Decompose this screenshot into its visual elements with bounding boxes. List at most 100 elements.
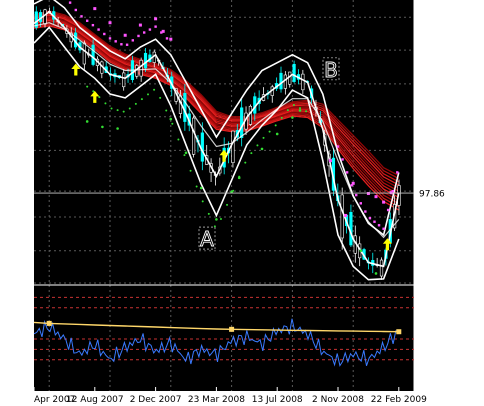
osc-tick-label: 40: [421, 346, 433, 356]
stop-low-dot: [374, 272, 378, 275]
stop-low-dot: [291, 116, 294, 119]
trail-high-dot: [396, 171, 399, 174]
osc-tick-label: 30: [421, 356, 433, 366]
trail-high-dot: [97, 28, 100, 31]
trail-high-dot: [364, 210, 367, 213]
osc-tick-label: 0: [421, 388, 427, 398]
stop-low-dot: [169, 117, 173, 121]
trail-high-dot: [336, 145, 340, 148]
trail-high-dot: [350, 184, 353, 187]
osc-tick-label: 80: [421, 304, 433, 314]
trail-high-dot: [91, 23, 95, 27]
price-axis: 120.30116.10111.80107.60103.3098.1094.80…: [34, 14, 453, 290]
candle-body: [340, 194, 344, 239]
stop-high-dot: [154, 17, 158, 21]
stop-low-dot: [275, 132, 279, 136]
trail-high-dot: [143, 31, 146, 34]
trail-dot: [286, 109, 289, 112]
trail-dot: [244, 161, 247, 164]
trail-dot: [201, 200, 204, 203]
price-tick-label: 94.80: [421, 214, 447, 224]
time-tick-label: 13 Jul 2008: [252, 395, 303, 405]
trail-dot: [305, 110, 308, 113]
trail-dot: [226, 203, 229, 206]
candle-body: [283, 74, 287, 89]
trail-dot: [171, 122, 174, 125]
candle-body: [231, 130, 235, 163]
stop-low-dot: [184, 151, 188, 155]
candle-body: [139, 59, 143, 77]
price-tick-label: 86.38: [421, 280, 447, 290]
annotation-box: [198, 226, 216, 250]
envelope-lines: [33, 0, 400, 281]
time-tick-label: 2 Dec 2007: [130, 395, 182, 405]
candle-body: [183, 92, 187, 122]
trail-high-dot: [341, 158, 344, 161]
trail-high-dot: [108, 37, 112, 40]
middle-band-line: [33, 10, 400, 268]
trail-dot: [122, 110, 125, 113]
trail-dot: [268, 130, 271, 133]
trail-dot: [183, 154, 186, 157]
stop-high-dot: [108, 21, 112, 25]
stop-high-dot: [366, 192, 370, 196]
trail-high-dot: [355, 193, 358, 197]
white-margin-right: [456, 0, 484, 406]
price-tick-label: 90.50: [421, 247, 447, 257]
stop-low-dot: [260, 147, 264, 151]
annotations: AB: [198, 57, 340, 252]
price-tick-label: 116.10: [421, 47, 453, 57]
trail-dot: [274, 124, 277, 127]
trail-dot: [262, 136, 265, 139]
stop-high-dot: [161, 29, 165, 33]
buy-arrow-icon: [382, 238, 392, 251]
trail-high-dot: [148, 28, 152, 31]
ribbon-line: [33, 17, 400, 192]
trail-dot: [292, 103, 295, 106]
stop-high-dot: [123, 33, 127, 37]
stop-high-dot: [351, 181, 355, 185]
candle-body: [143, 52, 148, 69]
buy-arrow-icon: [90, 90, 100, 103]
trail-dot: [280, 116, 283, 119]
stop-low-dot: [116, 127, 119, 130]
trail-dot: [232, 189, 235, 192]
trail-dot: [213, 225, 216, 228]
candle-body: [91, 44, 95, 65]
candle-body: [292, 63, 296, 82]
osc-marker: [229, 326, 235, 332]
annotation-label: A: [200, 227, 214, 251]
trail-dot: [159, 96, 162, 99]
time-tick-label: 2 Nov 2008: [312, 395, 364, 405]
trail-high-dot: [86, 19, 89, 22]
trail-high-dot: [74, 8, 77, 12]
trail-dot: [219, 217, 222, 220]
stop-low-dot: [199, 186, 203, 190]
buy-arrows: [71, 63, 392, 251]
oscillator-line: [33, 318, 399, 367]
oscillator-signal-line: [33, 321, 399, 333]
ribbon-line: [33, 11, 400, 180]
time-tick-label: 22 Feb 2009: [371, 395, 427, 405]
upper-band-line: [33, 0, 400, 237]
white-margin-left: [0, 0, 34, 406]
trail-high-dot: [373, 220, 376, 223]
trail-dot: [86, 85, 89, 88]
current-price-box: [415, 187, 443, 200]
trail-high-dot: [114, 40, 117, 43]
trail-high-dot: [160, 31, 163, 34]
trail-dot: [250, 152, 253, 155]
trail-high-dot: [68, 1, 72, 4]
candles: [34, 6, 401, 280]
trail-dot: [128, 107, 131, 110]
trail-high-dot: [120, 43, 123, 46]
candle-body: [34, 11, 38, 28]
candle-body: [200, 132, 204, 162]
trail-high-dot: [125, 43, 129, 46]
ribbon-line: [33, 10, 400, 177]
trail-dot: [116, 109, 119, 112]
trail-dot: [256, 144, 259, 147]
price-tick-label: 111.80: [421, 80, 453, 90]
